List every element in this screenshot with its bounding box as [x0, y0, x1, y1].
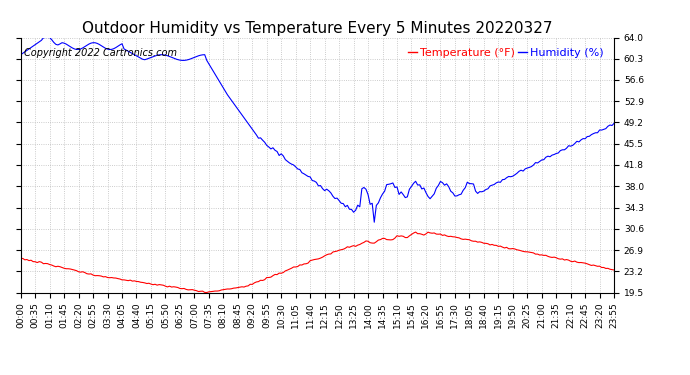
- Title: Outdoor Humidity vs Temperature Every 5 Minutes 20220327: Outdoor Humidity vs Temperature Every 5 …: [82, 21, 553, 36]
- Legend: Temperature (°F), Humidity (%): Temperature (°F), Humidity (%): [404, 43, 609, 62]
- Text: Copyright 2022 Cartronics.com: Copyright 2022 Cartronics.com: [23, 48, 177, 58]
